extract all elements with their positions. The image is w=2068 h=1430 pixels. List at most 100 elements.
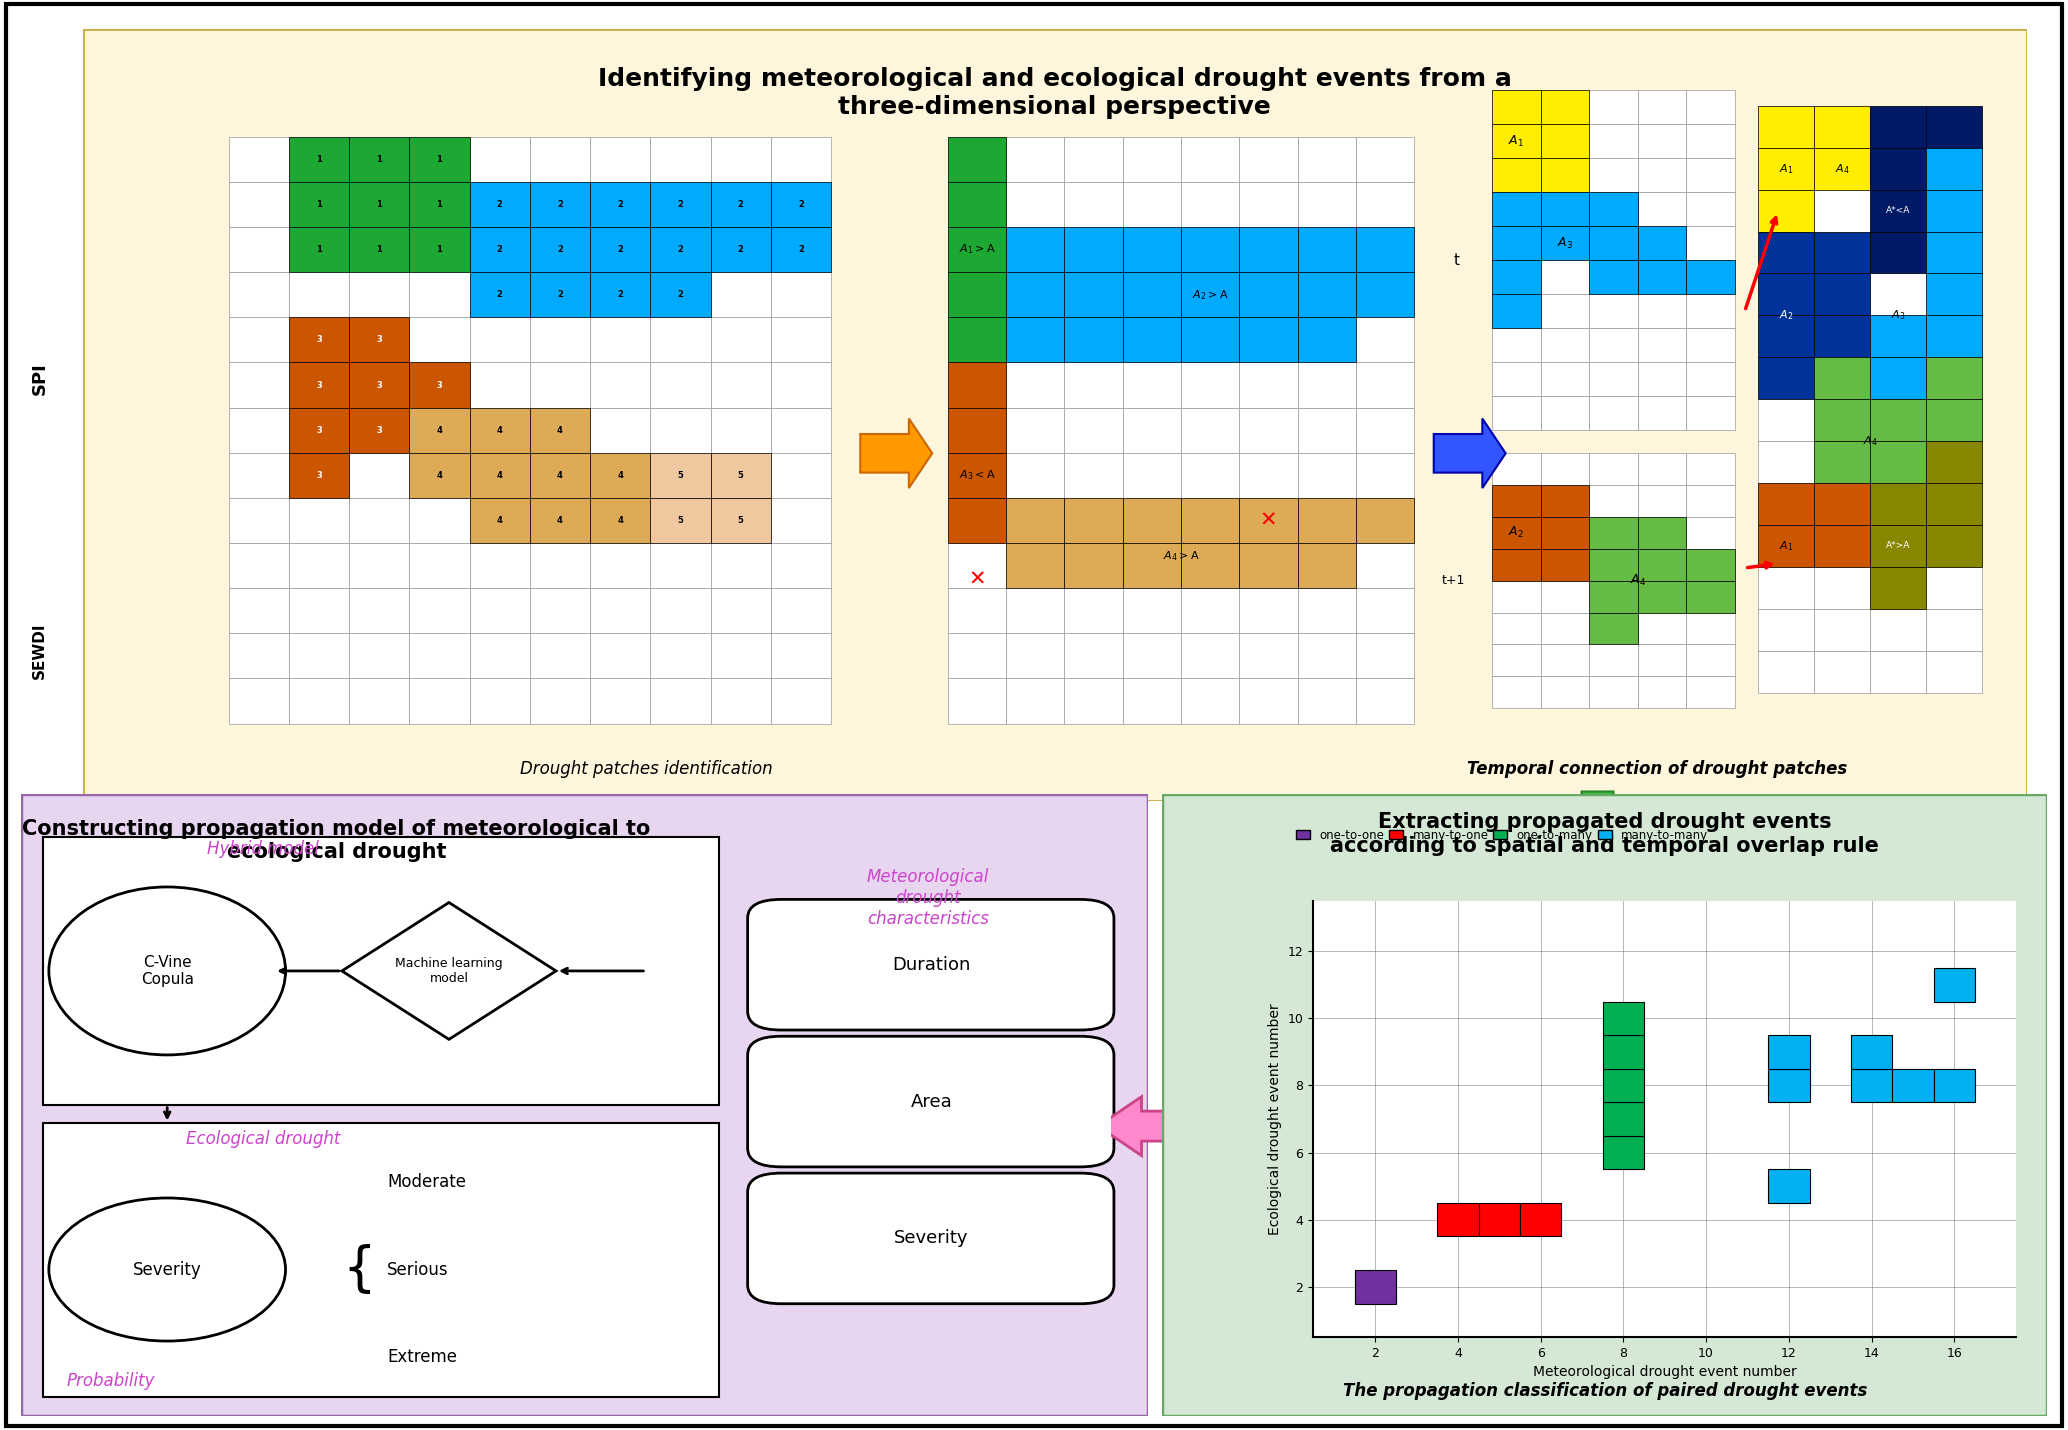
Text: $A_4$: $A_4$ xyxy=(1630,573,1646,588)
Bar xyxy=(529,182,589,227)
Bar xyxy=(529,272,589,317)
Text: 2: 2 xyxy=(678,200,682,209)
Bar xyxy=(1357,408,1415,453)
Bar xyxy=(1814,483,1869,525)
Bar xyxy=(649,408,711,453)
Text: SEWDI: SEWDI xyxy=(31,622,48,679)
Bar xyxy=(1814,316,1869,358)
Bar xyxy=(227,137,290,182)
Bar xyxy=(1491,159,1541,192)
Bar xyxy=(1479,1203,1520,1237)
Bar xyxy=(1357,543,1415,588)
Text: $A_1$$>$A: $A_1$$>$A xyxy=(960,243,995,256)
Text: Area: Area xyxy=(910,1093,951,1111)
Bar xyxy=(1925,651,1981,692)
Bar xyxy=(589,498,649,543)
Bar xyxy=(711,182,771,227)
Text: ✕: ✕ xyxy=(1259,511,1278,531)
Bar xyxy=(1005,543,1065,588)
Bar xyxy=(349,408,409,453)
Text: 3: 3 xyxy=(316,336,323,345)
Text: 2: 2 xyxy=(678,290,682,299)
Bar xyxy=(1239,182,1299,227)
Bar xyxy=(1491,581,1541,612)
Bar xyxy=(1065,453,1123,498)
Bar xyxy=(1590,549,1638,581)
Text: SPI: SPI xyxy=(31,363,48,395)
Bar xyxy=(529,408,589,453)
Bar xyxy=(649,633,711,678)
Bar xyxy=(1123,498,1181,543)
Text: Serious: Serious xyxy=(387,1260,449,1278)
Bar xyxy=(409,137,469,182)
Bar xyxy=(409,453,469,498)
Bar xyxy=(1869,316,1925,358)
Bar xyxy=(1638,329,1687,362)
Bar xyxy=(1869,566,1925,609)
Bar xyxy=(1239,408,1299,453)
Bar xyxy=(529,453,589,498)
Bar xyxy=(1603,1103,1644,1135)
Bar xyxy=(1541,260,1588,295)
Bar xyxy=(1065,633,1123,678)
Bar xyxy=(1758,273,1814,316)
Bar xyxy=(1814,442,1869,483)
Bar xyxy=(1814,273,1869,316)
Bar xyxy=(409,362,469,408)
FancyArrow shape xyxy=(1098,1097,1243,1155)
Bar xyxy=(947,453,1005,498)
Bar xyxy=(349,182,409,227)
Bar xyxy=(1491,485,1541,518)
Bar xyxy=(1590,518,1638,549)
Bar xyxy=(1638,260,1687,295)
Bar xyxy=(1814,399,1869,442)
Bar xyxy=(227,182,290,227)
Text: Extreme: Extreme xyxy=(387,1347,457,1366)
Bar xyxy=(1869,651,1925,692)
Bar xyxy=(1590,645,1638,676)
Bar xyxy=(1869,147,1925,190)
Bar xyxy=(1541,90,1588,124)
Bar xyxy=(1541,192,1588,226)
Text: 1: 1 xyxy=(436,245,443,255)
Text: 3: 3 xyxy=(436,380,443,389)
Bar xyxy=(469,317,529,362)
Bar xyxy=(1869,525,1925,566)
Bar xyxy=(1758,442,1814,483)
Bar xyxy=(1239,317,1299,362)
Bar xyxy=(1685,124,1735,159)
Bar xyxy=(1925,106,1981,147)
Bar xyxy=(1758,190,1814,232)
Bar xyxy=(1603,1135,1644,1170)
Bar xyxy=(1491,518,1541,549)
Bar xyxy=(1491,453,1541,485)
Bar xyxy=(529,453,589,498)
Bar xyxy=(290,362,349,408)
Bar xyxy=(1638,549,1687,581)
Text: Severity: Severity xyxy=(132,1260,201,1278)
Text: $A_3$$<$A: $A_3$$<$A xyxy=(960,469,995,482)
Bar xyxy=(1541,453,1588,485)
Bar xyxy=(227,408,290,453)
Bar xyxy=(1590,485,1638,518)
Bar xyxy=(947,453,1005,498)
Bar xyxy=(1758,106,1814,147)
Bar xyxy=(1814,232,1869,273)
Bar xyxy=(1181,498,1239,543)
Bar xyxy=(529,182,589,227)
Bar xyxy=(1065,317,1123,362)
Text: 1: 1 xyxy=(376,200,383,209)
Bar xyxy=(1758,525,1814,566)
Text: 1: 1 xyxy=(376,154,383,164)
Text: t+1: t+1 xyxy=(1441,575,1464,588)
Bar xyxy=(1065,317,1123,362)
Bar xyxy=(1541,226,1588,260)
Bar xyxy=(947,182,1005,227)
Bar xyxy=(1123,678,1181,724)
Bar xyxy=(529,137,589,182)
Bar xyxy=(1869,483,1925,525)
Text: Constructing propagation model of meteorological to
ecological drought: Constructing propagation model of meteor… xyxy=(23,818,651,862)
Text: 4: 4 xyxy=(556,516,562,525)
Bar xyxy=(711,678,771,724)
Bar xyxy=(1925,273,1981,316)
